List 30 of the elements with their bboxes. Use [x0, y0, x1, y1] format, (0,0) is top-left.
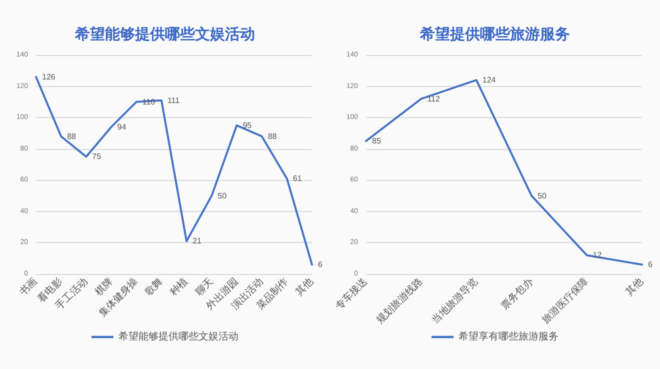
data-label: 85 — [372, 136, 382, 146]
x-tick-label: 种植 — [168, 275, 190, 298]
chart-title: 希望提供哪些旅游服务 — [419, 25, 570, 43]
data-label: 111 — [167, 96, 180, 105]
x-tick-label: 专车接送 — [333, 275, 370, 312]
x-tick-label: 其他 — [293, 275, 316, 298]
data-label: 50 — [538, 191, 548, 200]
data-label: 6 — [648, 260, 653, 270]
data-label: 124 — [482, 76, 496, 85]
data-label: 95 — [242, 120, 252, 130]
x-tick-label: 票务包办 — [498, 275, 536, 312]
data-label: 50 — [218, 191, 228, 200]
line-series — [35, 76, 313, 266]
x-tick-label: 当地旅游导览 — [429, 275, 480, 326]
data-label: 61 — [292, 174, 302, 184]
x-tick-label: 旅游医疗保障 — [540, 275, 591, 326]
data-label: 94 — [117, 122, 127, 132]
legend-label: 希望能够提供哪些文娱活动 — [118, 330, 238, 342]
x-tick-label: 歌舞 — [142, 275, 166, 298]
data-label: 21 — [192, 236, 202, 246]
data-label: 88 — [67, 132, 77, 141]
chart-title: 希望能够提供哪些文娱活动 — [74, 25, 255, 43]
data-label: 126 — [42, 72, 56, 82]
data-label: 6 — [318, 260, 323, 270]
data-label: 112 — [427, 94, 441, 104]
x-tick-label: 其他 — [623, 275, 646, 298]
x-tick-label: 规划旅游线路 — [374, 275, 426, 326]
data-label: 88 — [268, 132, 278, 141]
legend-label: 希望享有哪些旅游服务 — [458, 330, 558, 342]
data-label: 75 — [92, 152, 102, 162]
